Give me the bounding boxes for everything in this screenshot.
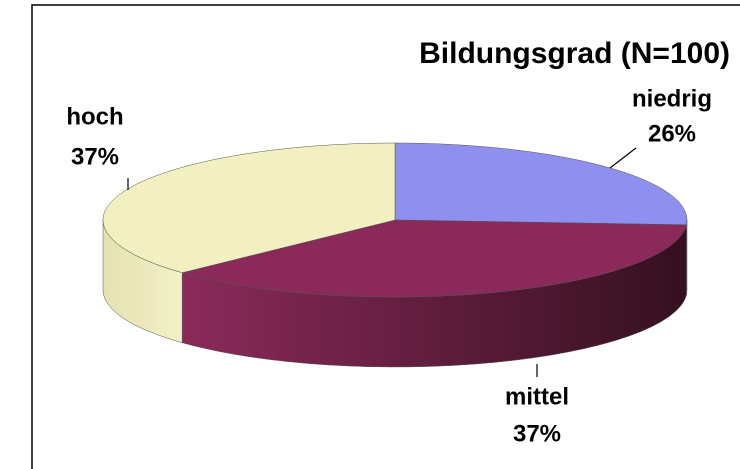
pie-slice xyxy=(181,219,687,298)
chart-title: Bildungsgrad (N=100) xyxy=(419,37,730,70)
value-label: 37% xyxy=(513,420,561,447)
pie-slice xyxy=(394,142,688,226)
value-label: 37% xyxy=(71,143,119,170)
value-label: 26% xyxy=(648,120,696,147)
pie-slice xyxy=(102,142,396,273)
slice-label: mittel xyxy=(505,383,569,410)
slice-label: niedrig xyxy=(632,85,712,112)
frame xyxy=(31,4,740,469)
leader-line xyxy=(609,147,637,169)
slice-label: hoch xyxy=(66,103,123,130)
